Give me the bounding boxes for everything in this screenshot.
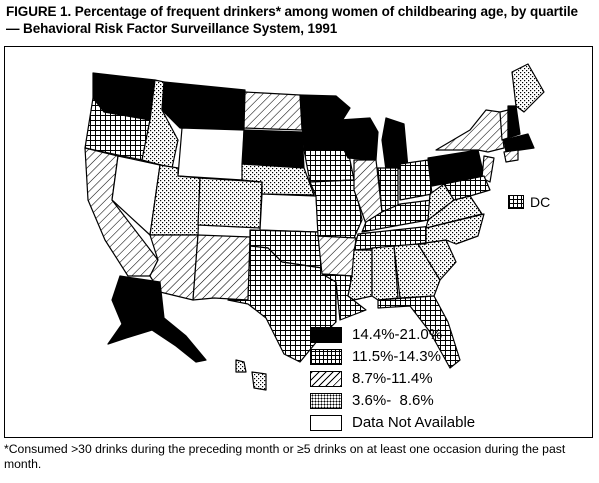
legend-label: 14.4%-21.0% — [352, 326, 443, 343]
state-montana — [161, 81, 246, 131]
legend-swatch-white — [310, 414, 342, 431]
legend-item-1: 14.4%-21.0% — [310, 325, 570, 344]
state-north-dakota — [243, 91, 303, 131]
state-ohio — [399, 159, 433, 201]
legend-swatch-diagonal — [310, 370, 342, 387]
state-new-hampshire — [507, 105, 521, 139]
legend-item-2: 11.5%-14.3% — [310, 347, 570, 366]
state-maryland — [443, 175, 491, 201]
figure-title: FIGURE 1. Percentage of frequent drinker… — [6, 4, 578, 36]
state-kansas — [259, 193, 319, 233]
legend-swatch-solid — [310, 326, 342, 343]
legend-item-3: 8.7%-11.4% — [310, 369, 570, 388]
state-new-jersey — [481, 155, 495, 183]
state-new-mexico — [192, 234, 251, 301]
state-south-dakota — [241, 129, 305, 169]
state-connecticut — [503, 149, 519, 163]
legend-label: 8.7%-11.4% — [352, 370, 433, 387]
state-new-york — [435, 109, 505, 153]
state-vermont — [499, 109, 509, 141]
state-hawaii-island — [251, 371, 267, 391]
state-arkansas — [317, 235, 357, 277]
legend-label: Data Not Available — [352, 414, 476, 431]
state-maine — [511, 63, 545, 113]
legend-label: 3.6%- 8.6% — [352, 392, 434, 409]
footnote: *Consumed >30 drinks during the precedin… — [4, 442, 566, 471]
state-wisconsin — [339, 117, 379, 161]
state-wyoming — [177, 127, 245, 181]
state-florida — [377, 295, 461, 369]
state-north-carolina — [417, 213, 485, 245]
legend-label: 11.5%-14.3% — [352, 348, 441, 365]
legend-item-4: 3.6%- 8.6% — [310, 391, 570, 410]
state-alaska — [107, 275, 207, 363]
legend-item-5: Data Not Available — [310, 413, 570, 432]
state-texas — [227, 245, 337, 363]
state-indiana — [377, 167, 399, 213]
state-massachusetts — [503, 133, 535, 153]
state-michigan — [381, 117, 409, 171]
state-hawaii — [235, 359, 247, 373]
state-georgia — [393, 243, 441, 299]
legend-swatch-crosshatch — [310, 348, 342, 365]
legend: 14.4%-21.0% 11.5%-14.3% 8.7%-11.4% 3.6%-… — [310, 325, 570, 435]
dc-label: DC — [530, 194, 551, 210]
map-frame — [4, 46, 593, 438]
dc-swatch — [508, 195, 524, 209]
dc-marker: DC — [508, 194, 550, 210]
legend-swatch-dots — [310, 392, 342, 409]
state-colorado — [197, 177, 263, 229]
state-alabama — [371, 245, 399, 301]
